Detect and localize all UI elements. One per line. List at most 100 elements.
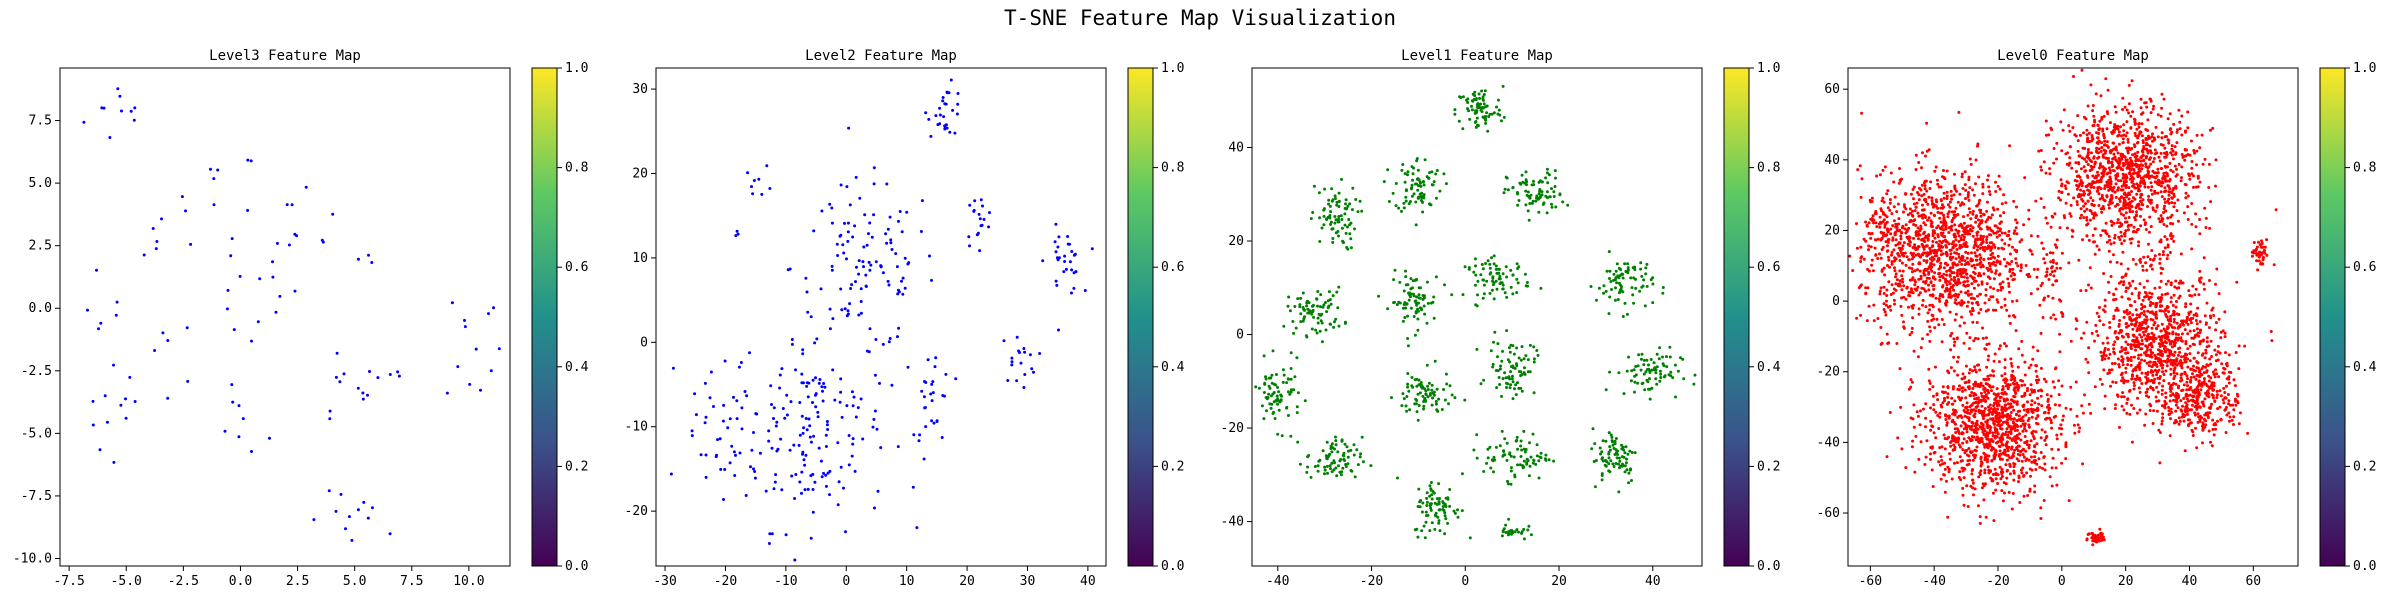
data-point <box>2160 106 2164 110</box>
data-point <box>1864 220 1868 224</box>
data-point <box>2079 336 2083 340</box>
data-point <box>1407 298 1411 302</box>
data-point <box>2141 298 2145 302</box>
data-point <box>1341 466 1345 470</box>
data-point <box>2142 333 2146 337</box>
data-point <box>1070 250 1074 253</box>
data-point <box>1268 402 1272 406</box>
data-point <box>1627 481 1631 485</box>
data-point <box>1410 165 1414 169</box>
data-point <box>2148 149 2152 153</box>
data-point <box>1633 390 1636 394</box>
data-point <box>1474 120 1478 123</box>
data-point <box>1404 189 1408 193</box>
data-point <box>1933 254 1937 258</box>
data-point <box>2196 176 2200 180</box>
data-point <box>2140 149 2144 153</box>
data-point <box>1902 210 1905 214</box>
data-point <box>2060 182 2064 186</box>
data-point <box>1948 274 1952 278</box>
data-point <box>2144 143 2148 147</box>
data-point <box>2171 222 2175 226</box>
data-point <box>1442 172 1446 176</box>
data-point <box>2090 182 2094 186</box>
data-point <box>2169 314 2173 318</box>
data-point <box>867 260 871 264</box>
data-point <box>1511 364 1515 368</box>
data-point <box>2156 135 2160 139</box>
data-point <box>2042 160 2046 164</box>
data-point <box>1936 182 1940 186</box>
data-point <box>2044 133 2048 137</box>
data-point <box>2196 331 2200 335</box>
data-point <box>2084 160 2088 164</box>
data-point <box>780 488 784 492</box>
data-point <box>2092 156 2096 160</box>
data-point <box>2177 296 2181 300</box>
colorbar-tick-label: 0.6 <box>1757 260 1780 275</box>
data-point <box>1982 272 1986 276</box>
data-point <box>1510 529 1514 533</box>
data-point <box>2149 156 2152 160</box>
data-point <box>1910 267 1914 271</box>
data-point <box>1974 182 1977 186</box>
data-point <box>2009 274 2013 278</box>
data-point <box>1971 209 1975 213</box>
data-point <box>768 532 772 536</box>
data-point <box>1939 199 1943 203</box>
data-point <box>2115 221 2119 225</box>
data-point <box>2144 228 2148 231</box>
data-point <box>808 424 812 428</box>
data-point <box>2133 152 2137 156</box>
colorbar-tick-label: 0.6 <box>1161 260 1184 275</box>
scatter-points <box>1254 84 1697 541</box>
data-point <box>836 503 840 507</box>
data-point <box>2124 211 2128 215</box>
data-point <box>1401 392 1405 396</box>
data-point <box>1443 283 1446 287</box>
data-point <box>1515 277 1519 281</box>
data-point <box>1955 213 1958 217</box>
data-point <box>489 369 493 373</box>
data-point <box>2122 232 2126 236</box>
data-point <box>1892 298 1896 302</box>
data-point <box>1507 532 1511 536</box>
data-point <box>788 448 792 452</box>
data-point <box>2183 158 2187 162</box>
data-point <box>334 509 338 513</box>
data-point <box>1333 194 1337 198</box>
data-point <box>1500 429 1504 433</box>
data-point <box>1981 182 1985 186</box>
data-point <box>1416 392 1420 396</box>
data-point <box>1432 390 1436 394</box>
data-point <box>86 308 89 312</box>
data-point <box>2146 325 2150 329</box>
data-point <box>1490 112 1494 116</box>
data-point <box>1956 295 1960 299</box>
data-point <box>2146 370 2150 374</box>
data-point <box>1602 284 1606 288</box>
data-point <box>2173 145 2177 149</box>
data-point <box>1871 269 1875 273</box>
data-point <box>919 230 923 233</box>
data-point <box>803 488 807 492</box>
data-point <box>1325 464 1329 468</box>
data-point <box>1466 107 1469 111</box>
data-point <box>1951 266 1955 269</box>
data-point <box>1941 239 1945 243</box>
data-point <box>2135 141 2139 145</box>
data-point <box>2105 336 2109 340</box>
data-point <box>2191 342 2195 346</box>
data-point <box>1360 435 1364 439</box>
data-point <box>2164 308 2168 312</box>
data-point <box>1589 285 1593 288</box>
data-point <box>740 406 744 410</box>
data-point <box>778 373 782 377</box>
data-point <box>2149 348 2152 352</box>
data-point <box>1898 279 1902 283</box>
data-point <box>1946 215 1950 219</box>
data-point <box>1303 308 1306 312</box>
data-point <box>212 203 216 207</box>
data-point <box>2195 327 2199 331</box>
data-point <box>794 473 798 476</box>
